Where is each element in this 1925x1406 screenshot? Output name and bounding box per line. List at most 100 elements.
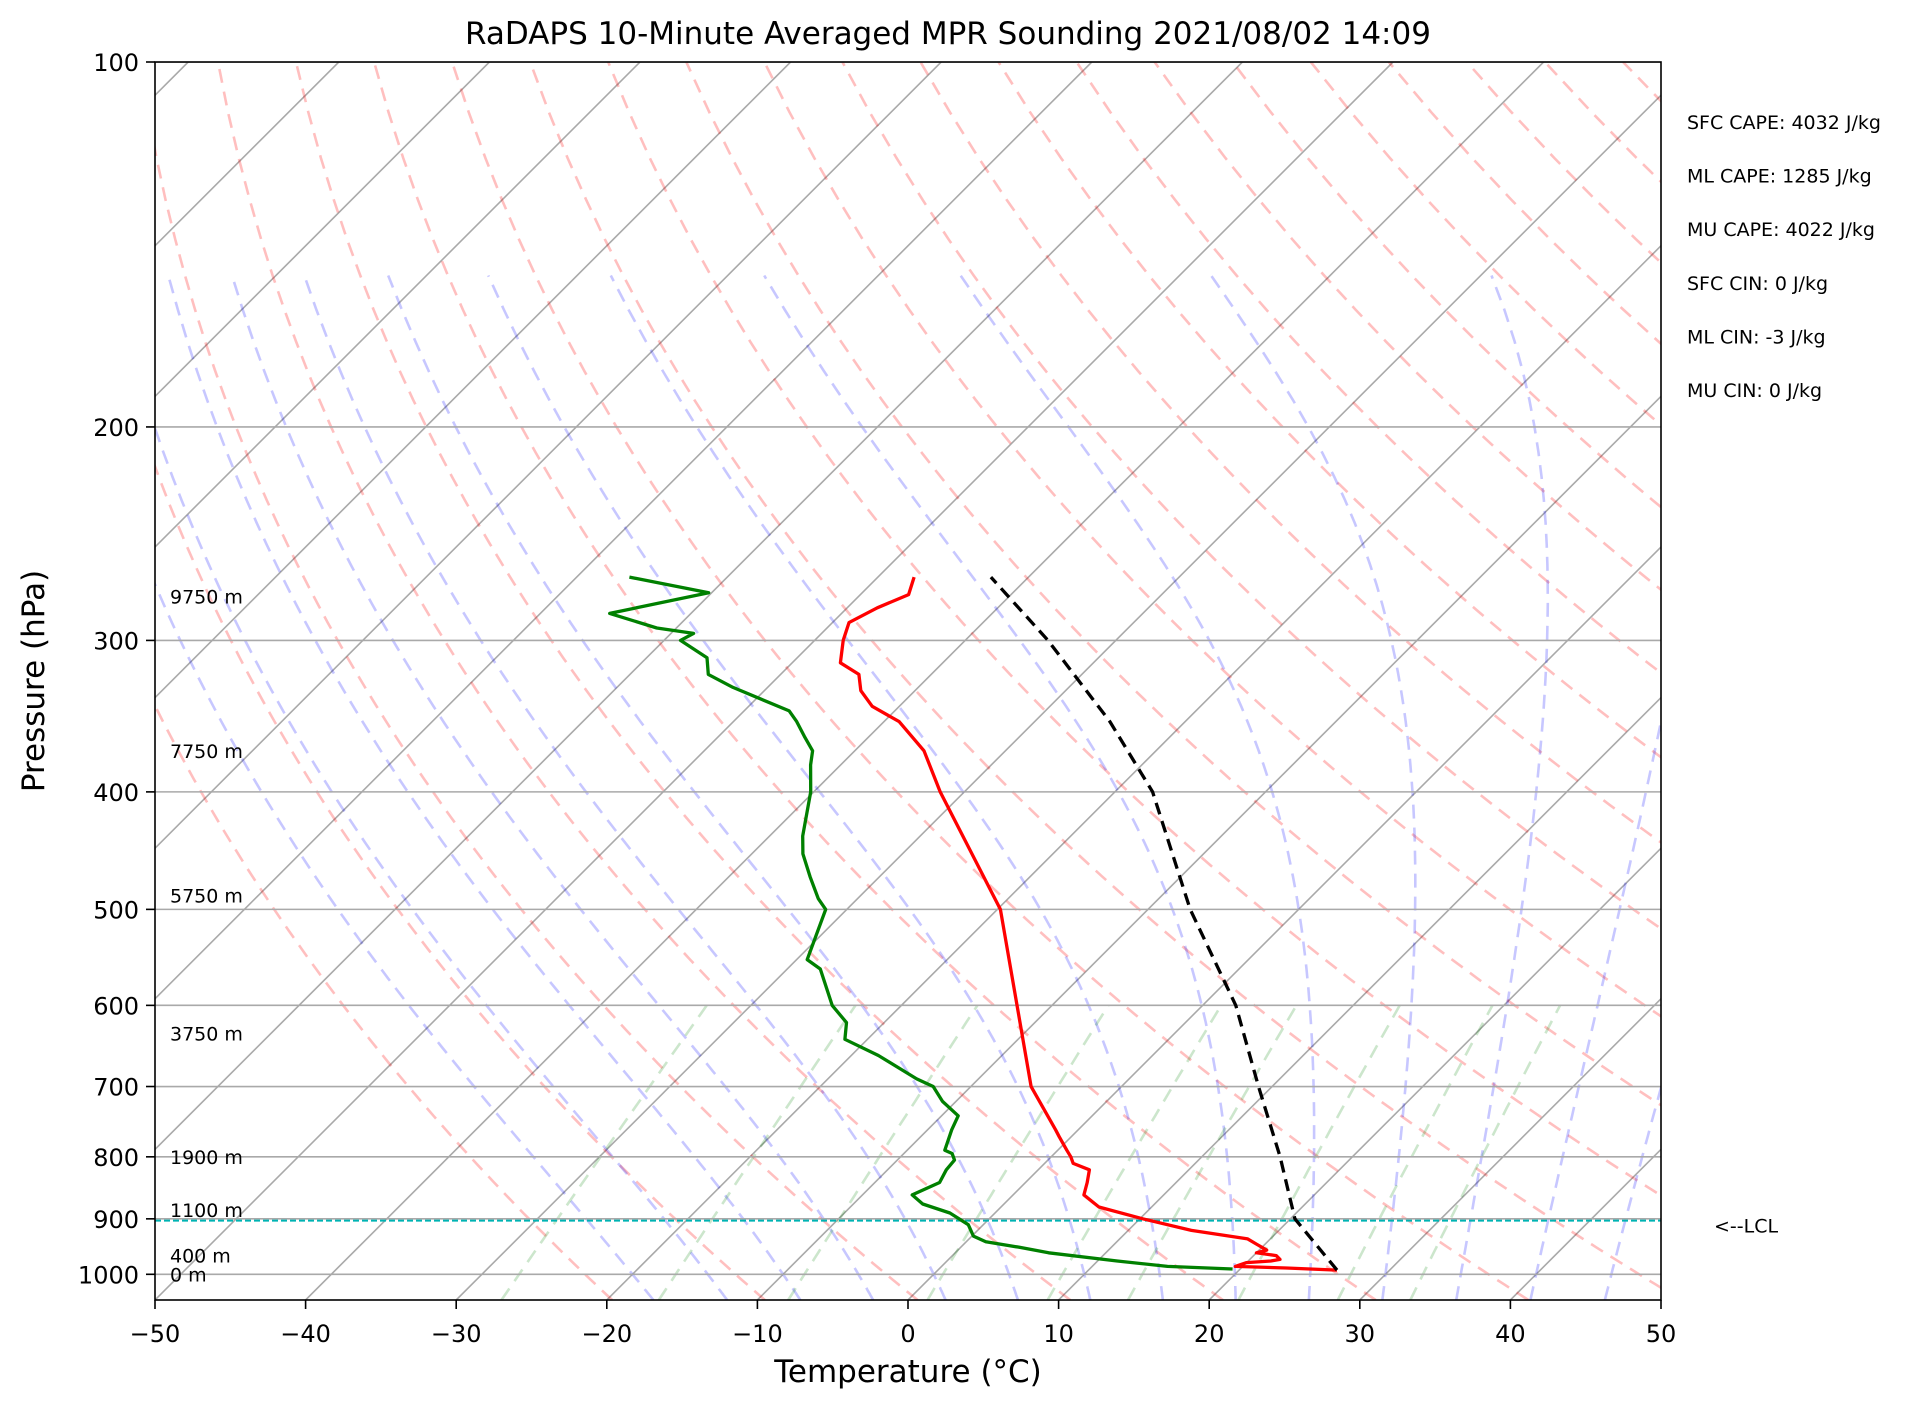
height-label: 3750 m [170, 1024, 243, 1046]
height-label: 9750 m [170, 587, 243, 609]
mixing-ratio-line [657, 1004, 857, 1300]
y-tick-label: 500 [93, 896, 139, 924]
x-tick-label: −20 [581, 1320, 632, 1348]
x-tick-label: −40 [280, 1320, 331, 1348]
mixing-ratio-line [1336, 1004, 1494, 1300]
moist-adiabat-line [167, 275, 802, 1300]
x-tick-label: 20 [1194, 1320, 1225, 1348]
height-label: 7750 m [170, 741, 243, 763]
stats-panel: SFC CAPE: 4032 J/kg ML CAPE: 1285 J/kg MU … [1687, 112, 1881, 402]
height-label: 1900 m [170, 1147, 243, 1169]
height-label: 5750 m [170, 885, 243, 907]
mixing-ratio-line [500, 1004, 708, 1300]
chart-title: RaDAPS 10-Minute Averaged MPR Sounding 2… [465, 16, 1431, 52]
moist-adiabat-line [1603, 1082, 1661, 1300]
temperature-line [838, 576, 1338, 1272]
isotherm-line [1058, 696, 1661, 1300]
mixing-ratio-line [1126, 1004, 1298, 1300]
dry-adiabat-line [685, 62, 1661, 1107]
y-tick-label: 1000 [78, 1261, 139, 1289]
height-label: 400 m [170, 1246, 231, 1268]
dry-adiabat-line [450, 62, 1530, 1300]
isotherm-line [455, 94, 1661, 1300]
dry-adiabat-line [372, 62, 1377, 1300]
dry-adiabat-line [294, 62, 1224, 1300]
isotherm-line [155, 62, 942, 850]
x-tick-label: −10 [732, 1320, 783, 1348]
dry-adiabat-line [1387, 62, 1661, 346]
isotherm-line [1812, 62, 1925, 1300]
isotherm-line [1359, 997, 1661, 1300]
x-tick-label: 50 [1646, 1320, 1677, 1348]
moist-adiabat-line [959, 274, 1316, 1300]
isotherm-line [305, 62, 1545, 1300]
y-tick-label: 600 [93, 992, 139, 1020]
y-axis: 100 200 300 400 500 600 700 800 900 1000 [78, 49, 155, 1289]
pressure-gridlines [155, 62, 1661, 1276]
dewpoint-line [608, 575, 1233, 1271]
y-tick-label: 300 [93, 627, 139, 655]
mixing-ratio-line [787, 1004, 979, 1300]
x-axis: −50 −40 −30 −20 −10 0 10 20 30 40 50 [130, 1300, 1677, 1348]
x-tick-label: −30 [431, 1320, 482, 1348]
isotherm-line [756, 395, 1661, 1300]
y-tick-label: 800 [93, 1144, 139, 1172]
isotherm-line [1660, 1298, 1661, 1300]
mixing-ratio-line [926, 1004, 1110, 1300]
x-tick-label: 10 [1043, 1320, 1074, 1348]
isotherm-line [155, 62, 792, 699]
x-tick-label: 40 [1495, 1320, 1526, 1348]
x-tick-label: 30 [1345, 1320, 1376, 1348]
dry-adiabat-line [841, 62, 1661, 931]
stat-line: ML CIN: -3 J/kg [1687, 326, 1826, 348]
stat-line: MU CIN: 0 J/kg [1687, 380, 1822, 402]
moist-adiabat-line [1529, 715, 1661, 1300]
moist-adiabat-line [303, 275, 947, 1300]
dry-adiabat-line [997, 62, 1661, 759]
dry-adiabat-line [1701, 62, 1925, 1300]
moist-adiabat-line [386, 275, 1020, 1300]
dry-adiabat-line [155, 702, 614, 1300]
dry-adiabat-line [155, 143, 919, 1300]
y-tick-label: 200 [93, 414, 139, 442]
dry-adiabat-line [1075, 62, 1661, 675]
dry-adiabat-line [1153, 62, 1661, 592]
isotherm-line [1208, 847, 1661, 1300]
mixing-ratio-line [1409, 1004, 1562, 1300]
x-tick-label: −50 [130, 1320, 181, 1348]
stat-line: ML CAPE: 1285 J/kg [1687, 166, 1872, 188]
lcl-label: <--LCL [1714, 1216, 1778, 1238]
moist-adiabat-line [155, 581, 655, 1300]
moist-adiabat-line [487, 274, 1092, 1300]
dry-adiabat-line [1231, 62, 1661, 509]
parcel-line [989, 575, 1339, 1272]
isotherm-line [155, 62, 641, 549]
isotherm-line [155, 62, 490, 398]
isotherm-line [155, 62, 1243, 1151]
y-axis-label: Pressure (hPa) [16, 570, 52, 792]
mixing-ratio-line [1046, 1004, 1223, 1300]
dry-adiabat-line [1543, 62, 1661, 184]
height-label: 1100 m [170, 1200, 243, 1222]
isotherm-line [155, 62, 1394, 1300]
isotherm-line [606, 244, 1661, 1300]
dry-adiabat-line [216, 62, 1072, 1300]
mixing-ratio-line [1237, 1004, 1401, 1300]
y-tick-label: 700 [93, 1074, 139, 1102]
stat-line: SFC CIN: 0 J/kg [1687, 273, 1828, 295]
x-tick-label: 0 [900, 1320, 915, 1348]
y-tick-label: 100 [93, 49, 139, 77]
y-tick-label: 900 [93, 1206, 139, 1234]
dry-adiabat-line [763, 62, 1661, 1018]
y-tick-label: 400 [93, 779, 139, 807]
dry-adiabat-line [1622, 62, 1661, 103]
x-axis-label: Temperature (°C) [773, 1354, 1042, 1390]
isotherm-line [907, 545, 1661, 1300]
moist-adiabat-line [155, 424, 729, 1300]
moist-adiabat-line [609, 274, 1165, 1300]
dry-adiabat-line [919, 62, 1661, 845]
stat-line: SFC CAPE: 4032 J/kg [1687, 112, 1881, 134]
isotherm-line [155, 62, 1093, 1000]
